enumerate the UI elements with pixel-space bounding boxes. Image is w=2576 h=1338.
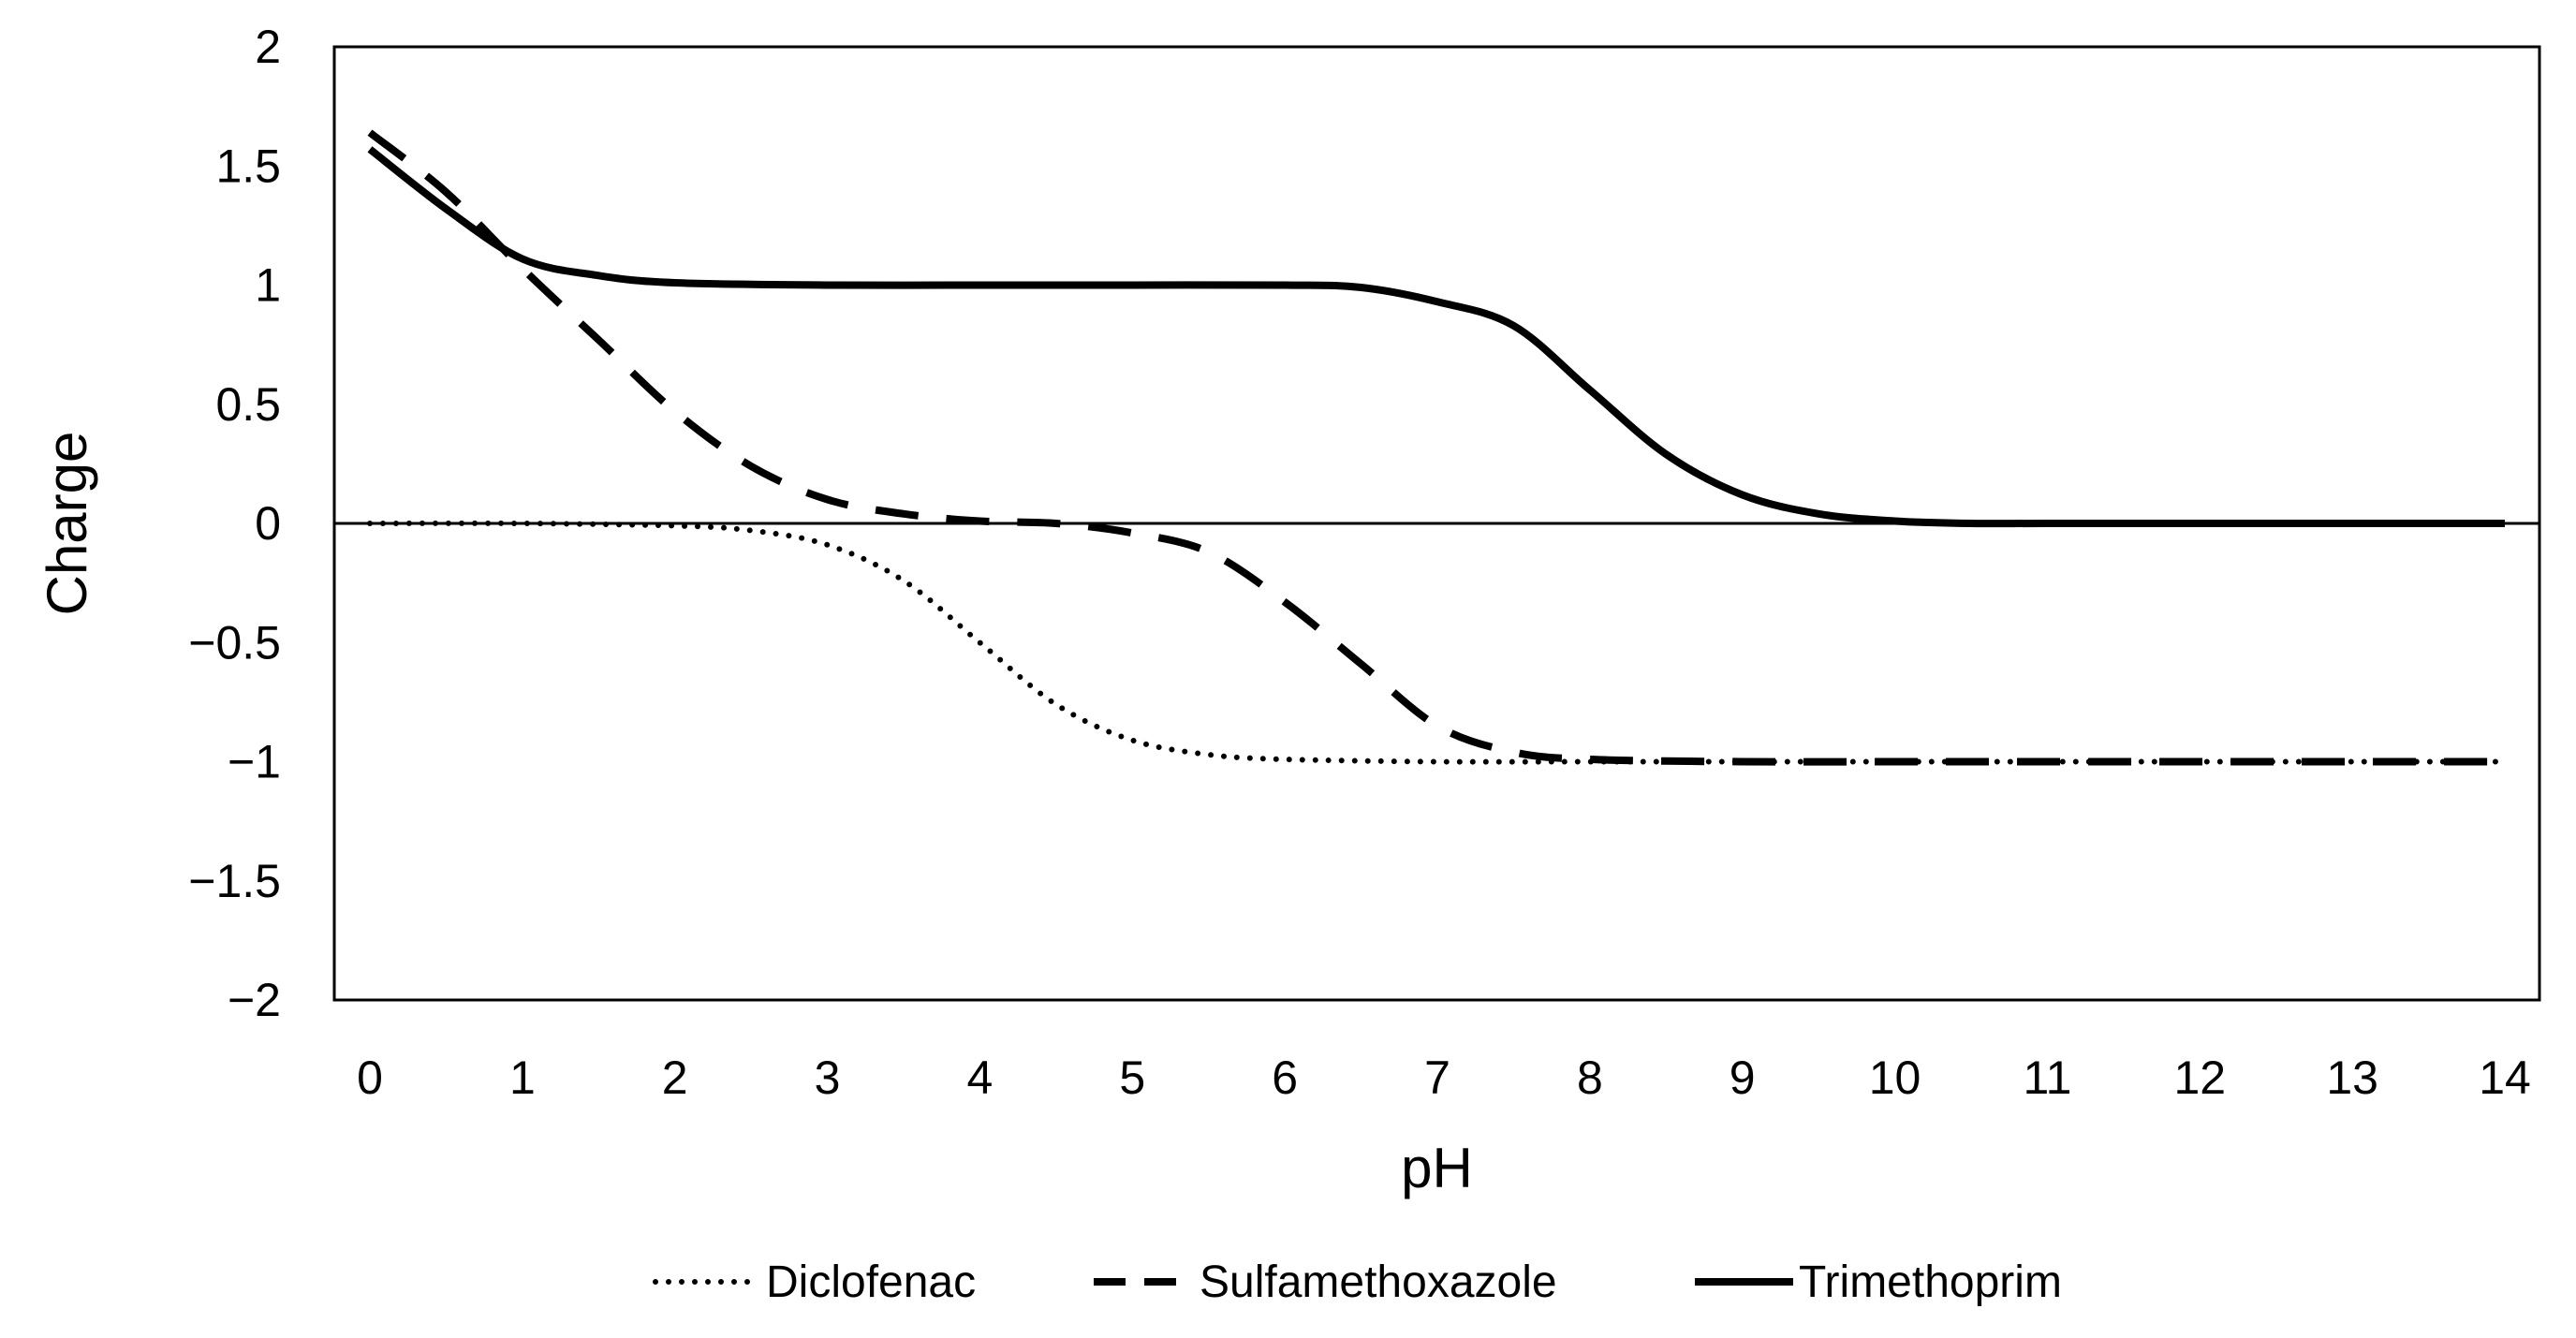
x-tick-label: 14 [2479,1051,2531,1104]
y-axis-tick-labels: 2 1.5 1 0.5 0 −0.5 −1 −1.5 −2 [188,21,281,1026]
x-axis-title: pH [1401,1137,1473,1199]
y-axis-title: Charge [36,432,98,616]
x-tick-label: 9 [1730,1051,1756,1104]
y-tick-label: −1.5 [188,855,281,907]
y-tick-label: 1 [255,259,281,312]
y-tick-label: −0.5 [188,616,281,669]
x-tick-label: 5 [1119,1051,1145,1104]
x-tick-label: 4 [967,1051,994,1104]
x-tick-label: 1 [509,1051,536,1104]
y-tick-label: 0 [255,497,281,550]
legend: Diclofenac Sulfamethoxazole Trimethoprim [653,1257,2062,1307]
x-tick-label: 12 [2173,1051,2226,1104]
y-tick-label: 2 [255,21,281,73]
y-tick-label: −2 [228,974,281,1026]
y-tick-label: 0.5 [215,378,281,431]
x-tick-label: 7 [1424,1051,1450,1104]
x-tick-label: 0 [357,1051,383,1104]
legend-label-trimethoprim: Trimethoprim [1799,1257,2062,1307]
series-lines [367,129,2508,766]
x-tick-label: 3 [815,1051,841,1104]
x-tick-label: 2 [662,1051,688,1104]
series-line-diclofenac [367,520,2508,765]
x-tick-label: 10 [1869,1051,1921,1104]
x-tick-label: 8 [1577,1051,1603,1104]
x-tick-label: 11 [2023,1051,2071,1104]
series-line-trimethoprim [367,146,2505,528]
y-tick-label: −1 [228,736,281,788]
legend-label-sulfamethoxazole: Sulfamethoxazole [1200,1257,1557,1307]
x-axis-tick-labels: 0 1 2 3 4 5 6 7 8 9 10 11 12 13 14 [357,1051,2531,1104]
x-tick-label: 6 [1272,1051,1298,1104]
x-tick-label: 13 [2326,1051,2378,1104]
y-tick-label: 1.5 [215,140,281,192]
legend-label-diclofenac: Diclofenac [766,1257,976,1307]
series-line-sulfamethoxazole [367,129,2505,766]
